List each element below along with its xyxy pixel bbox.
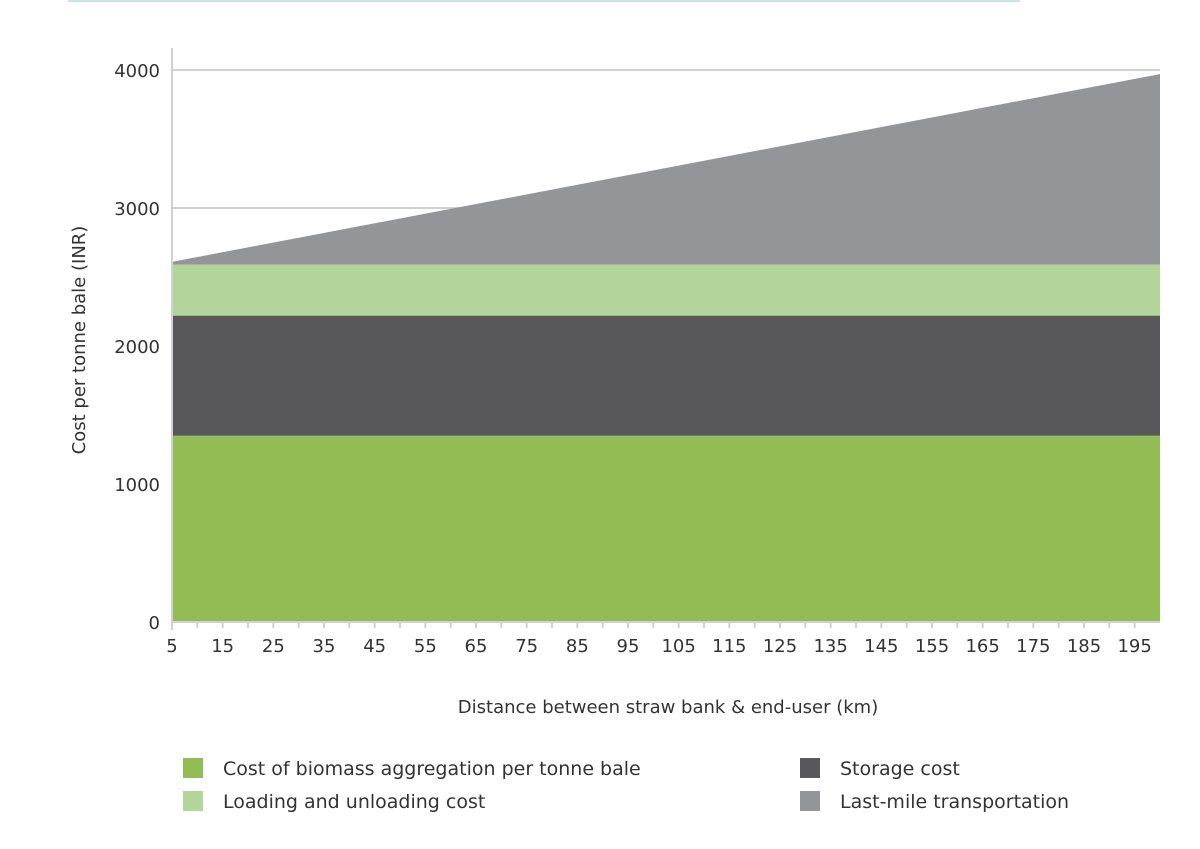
x-tick-label-75: 75 xyxy=(515,636,538,657)
legend-swatch-cost-of-biomass-aggregation-per-tonne-bale xyxy=(183,758,203,778)
x-tick-label-185: 185 xyxy=(1067,636,1101,657)
x-tick-label-35: 35 xyxy=(313,636,336,657)
legend: Cost of biomass aggregation per tonne ba… xyxy=(183,758,1069,813)
legend-label-loading-and-unloading-cost: Loading and unloading cost xyxy=(223,791,485,813)
x-tick-label-165: 165 xyxy=(965,636,999,657)
x-tick-label-145: 145 xyxy=(864,636,898,657)
legend-swatch-last-mile-transportation xyxy=(800,791,820,811)
legend-label-cost-of-biomass-aggregation-per-tonne-bale: Cost of biomass aggregation per tonne ba… xyxy=(223,758,641,780)
area-cost-of-biomass-aggregation-per-tonne-bale xyxy=(172,435,1160,622)
y-axis-ticks: 0 1000 2000 3000 4000 xyxy=(114,61,160,634)
x-tick-label-5: 5 xyxy=(166,636,177,657)
legend-label-last-mile-transportation: Last-mile transportation xyxy=(840,791,1069,813)
x-tick-label-125: 125 xyxy=(763,636,797,657)
top-rule xyxy=(68,0,1020,2)
x-tick-label-65: 65 xyxy=(465,636,488,657)
area-last-mile-transportation xyxy=(172,74,1160,265)
area-storage-cost xyxy=(172,315,1160,436)
x-tick-label-85: 85 xyxy=(566,636,589,657)
x-tick-label-15: 15 xyxy=(211,636,234,657)
x-tick-label-25: 25 xyxy=(262,636,285,657)
x-tick-label-105: 105 xyxy=(661,636,695,657)
y-tick-label-1000: 1000 xyxy=(114,475,160,496)
y-tick-label-2000: 2000 xyxy=(114,337,160,358)
x-axis-title: Distance between straw bank & end-user (… xyxy=(458,697,878,718)
y-tick-label-3000: 3000 xyxy=(114,199,160,220)
y-tick-label-0: 0 xyxy=(149,613,160,634)
x-tick-label-45: 45 xyxy=(363,636,386,657)
area-loading-and-unloading-cost xyxy=(172,264,1160,316)
x-tick-label-175: 175 xyxy=(1016,636,1050,657)
y-tick-label-4000: 4000 xyxy=(114,61,160,82)
x-tick-label-155: 155 xyxy=(915,636,949,657)
x-tick-label-95: 95 xyxy=(617,636,640,657)
x-tick-label-135: 135 xyxy=(813,636,847,657)
x-axis-ticks: 5 15 25 35 45 55 65 75 85 95 105 115 125 135 145 155 165… xyxy=(166,622,1152,657)
x-tick-label-195: 195 xyxy=(1117,636,1151,657)
legend-label-storage-cost: Storage cost xyxy=(840,758,960,780)
axes xyxy=(171,48,1160,630)
legend-swatch-loading-and-unloading-cost xyxy=(183,791,203,811)
x-tick-label-55: 55 xyxy=(414,636,437,657)
legend-swatch-storage-cost xyxy=(800,758,820,778)
plot-areas xyxy=(172,74,1160,622)
x-tick-label-115: 115 xyxy=(712,636,746,657)
y-axis-title: Cost per tonne bale (INR) xyxy=(69,226,90,455)
